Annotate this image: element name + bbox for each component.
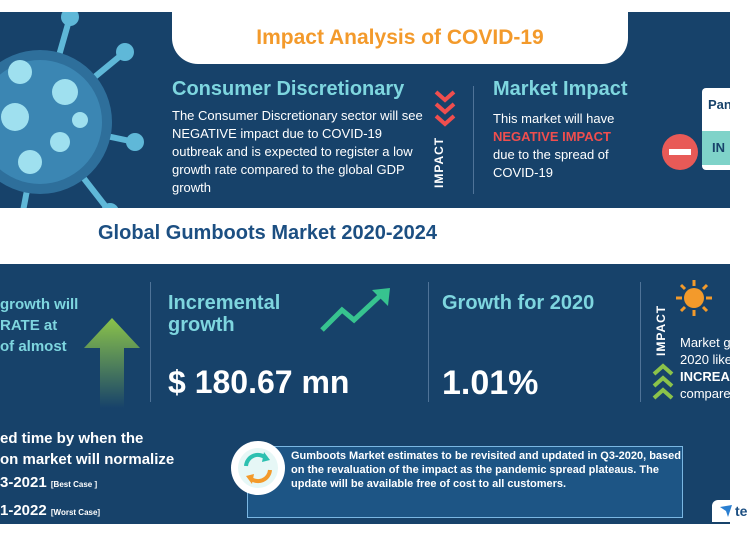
growth-2020-value: 1.01% bbox=[442, 364, 539, 402]
impact-label: IMPACT bbox=[432, 136, 446, 188]
trend-up-icon bbox=[320, 288, 390, 332]
growth-2020-heading: Growth for 2020 bbox=[442, 292, 595, 314]
up-arrow-icon bbox=[84, 318, 140, 408]
pandemic-green-text: IN bbox=[712, 140, 725, 155]
normalize-line2: on market will normalize bbox=[0, 451, 175, 468]
info-text: Gumboots Market estimates to be revisite… bbox=[291, 450, 681, 490]
brand-logo: te bbox=[712, 500, 750, 522]
logo-text: te bbox=[735, 503, 748, 519]
no-entry-icon bbox=[662, 134, 698, 170]
market-impact-body: This market will have NEGATIVE IMPACT du… bbox=[493, 110, 643, 182]
divider bbox=[473, 86, 474, 194]
cagr-text: growth will RATE at of almost bbox=[0, 294, 78, 357]
logo-mark-icon bbox=[720, 505, 732, 517]
market-impact-heading: Market Impact bbox=[493, 78, 628, 100]
incremental-heading-line1: Incremental bbox=[168, 292, 281, 314]
consumer-body: The Consumer Discretionary sector will s… bbox=[172, 108, 423, 195]
normalize-heading: ed time by when the on market will norma… bbox=[0, 428, 174, 470]
cagr-line1: growth will bbox=[0, 296, 79, 313]
market-title: Global Gumboots Market 2020-2024 bbox=[98, 222, 438, 244]
market-growth-line4: compared bbox=[680, 386, 730, 401]
normalize-line1: ed time by when the bbox=[0, 430, 144, 447]
negative-impact-text: NEGATIVE IMPACT bbox=[493, 129, 611, 144]
pandemic-green-bar bbox=[702, 131, 730, 165]
market-title-band bbox=[0, 208, 730, 264]
page-title: Impact Analysis of COVID-19 bbox=[256, 26, 544, 49]
sun-icon bbox=[676, 280, 712, 316]
incremental-value: $ 180.67 mn bbox=[168, 364, 350, 400]
market-impact-line2: due to the spread of COVID-19 bbox=[493, 147, 609, 180]
chevron-down-red-icon bbox=[434, 90, 456, 127]
worst-case-value: 1-2022 bbox=[0, 502, 47, 519]
panel-divider bbox=[640, 282, 641, 402]
worst-case: 1-2022 [Worst Case] bbox=[0, 502, 100, 519]
chevron-up-green-icon bbox=[652, 363, 674, 400]
infographic-canvas: Impact Analysis of COVID-19 Consumer Dis… bbox=[0, 12, 730, 524]
title-pill: Impact Analysis of COVID-19 bbox=[172, 12, 628, 64]
pandemic-line2: on bbox=[708, 114, 730, 132]
best-case-value: 3-2021 bbox=[0, 474, 47, 491]
best-case: 3-2021 [Best Case ] bbox=[0, 474, 97, 491]
cagr-line2: RATE at bbox=[0, 317, 58, 334]
panel-divider bbox=[428, 282, 429, 402]
market-growth-line2: 2020 likely bbox=[680, 352, 730, 367]
pandemic-line1: Pande bbox=[708, 97, 730, 112]
market-growth-text: Market gr 2020 likely INCREASE compared bbox=[680, 334, 730, 402]
panel-divider bbox=[150, 282, 151, 402]
market-growth-line1: Market gr bbox=[680, 335, 730, 350]
impact-label: IMPACT bbox=[654, 304, 668, 356]
increase-text: INCREASE bbox=[680, 369, 730, 384]
market-impact-line1: This market will have bbox=[493, 111, 615, 126]
consumer-heading: Consumer Discretionary bbox=[172, 78, 405, 100]
incremental-heading-line2: growth bbox=[168, 314, 235, 336]
pandemic-box-text: Pande on bbox=[708, 96, 730, 132]
incremental-heading: Incremental growth bbox=[168, 292, 280, 336]
cagr-line3: of almost bbox=[0, 338, 67, 355]
refresh-icon bbox=[231, 441, 285, 495]
best-case-label: [Best Case ] bbox=[50, 480, 98, 489]
worst-case-label: [Worst Case] bbox=[50, 508, 101, 517]
